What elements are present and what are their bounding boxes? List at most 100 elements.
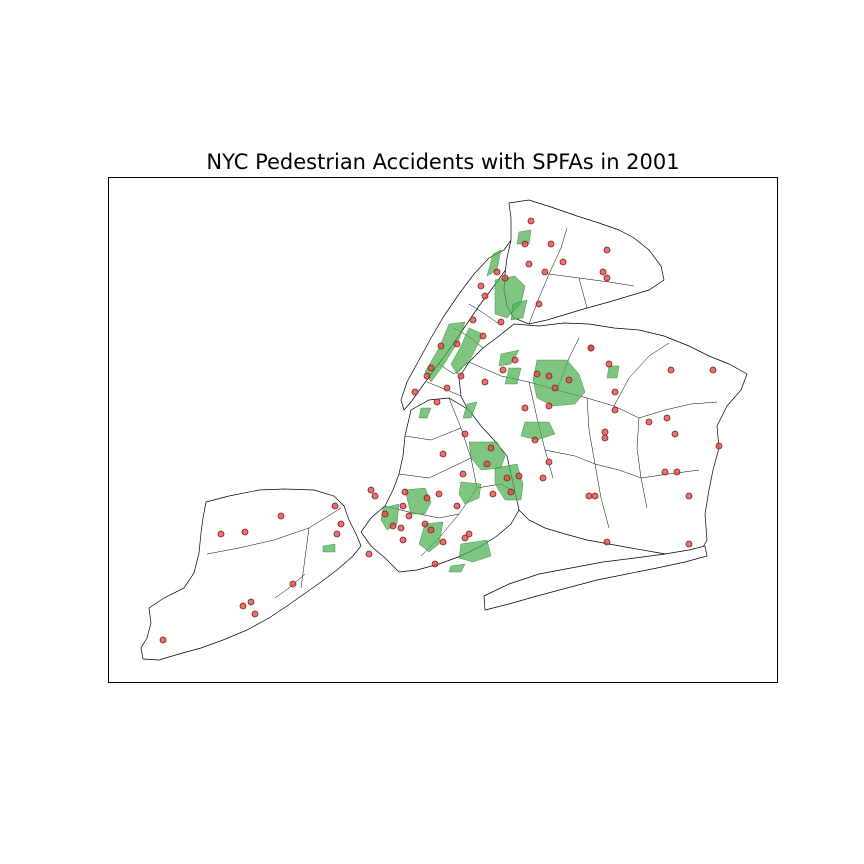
- accident-point: [427, 364, 435, 372]
- accident-point: [397, 524, 405, 532]
- accident-point: [477, 282, 485, 290]
- spfa-zone: [510, 299, 528, 321]
- spfa-zone: [418, 521, 444, 553]
- spfa-zone: [606, 365, 620, 379]
- spfa-zone: [418, 407, 432, 419]
- accident-point: [277, 512, 285, 520]
- accident-point: [461, 430, 469, 438]
- spfa-zone: [404, 487, 432, 515]
- accident-point: [585, 492, 593, 500]
- accident-point: [401, 488, 409, 496]
- accident-point: [539, 474, 547, 482]
- accident-point: [525, 260, 533, 268]
- boundary-line: [300, 527, 310, 589]
- map-title: NYC Pedestrian Accidents with SPFAs in 2…: [206, 150, 680, 174]
- accident-point: [591, 492, 599, 500]
- accident-point: [423, 372, 431, 380]
- spfa-zone: [494, 463, 524, 501]
- accident-point: [511, 356, 519, 364]
- accident-point: [433, 398, 441, 406]
- accident-point: [535, 300, 543, 308]
- spfa-zones: [322, 229, 620, 573]
- accident-point: [611, 406, 619, 414]
- accident-point: [439, 538, 447, 546]
- accident-point: [545, 372, 553, 380]
- accident-point: [587, 344, 595, 352]
- accident-point: [461, 534, 469, 542]
- accident-point: [381, 510, 389, 518]
- accident-point: [251, 610, 259, 618]
- accident-point: [289, 580, 297, 588]
- accident-point: [499, 366, 507, 374]
- boundary-line: [274, 573, 306, 599]
- boundary-line: [640, 469, 700, 479]
- accident-point: [497, 318, 505, 326]
- boundary-line: [206, 507, 342, 555]
- boundary-line: [448, 397, 478, 489]
- accident-point: [241, 528, 249, 536]
- accident-point: [239, 602, 247, 610]
- accident-point: [601, 434, 609, 442]
- accident-point: [459, 470, 467, 478]
- accident-point: [507, 488, 515, 496]
- spfa-zone: [458, 481, 482, 505]
- accident-point: [531, 436, 539, 444]
- map-frame: [108, 177, 778, 683]
- accident-point: [483, 460, 491, 468]
- accident-point: [645, 418, 653, 426]
- boundary-line: [594, 463, 642, 479]
- accident-point: [501, 274, 509, 282]
- accident-point: [715, 442, 723, 450]
- spfa-zone: [462, 401, 478, 419]
- accident-point: [673, 468, 681, 476]
- spfa-zone: [322, 543, 336, 553]
- accident-point: [611, 388, 619, 396]
- accident-point: [453, 340, 461, 348]
- spfa-zone: [520, 421, 556, 441]
- accident-point: [663, 414, 671, 422]
- accident-point: [371, 492, 379, 500]
- spfa-zone: [458, 539, 492, 563]
- accident-point: [527, 217, 535, 225]
- accident-point: [435, 490, 443, 498]
- spfa-zone: [448, 563, 466, 573]
- staten-island-outline: [140, 488, 362, 661]
- accident-point: [605, 360, 613, 368]
- boundary-line: [398, 457, 472, 479]
- accident-point: [389, 522, 397, 530]
- accident-point: [547, 240, 555, 248]
- accident-point: [421, 520, 429, 528]
- boundary-line: [638, 401, 718, 419]
- boundary-line: [404, 427, 462, 441]
- accident-point: [423, 494, 431, 502]
- spfa-zone: [424, 321, 466, 383]
- accident-point: [503, 474, 511, 482]
- boundary-line: [578, 277, 588, 309]
- accident-point: [453, 502, 461, 510]
- accident-point: [437, 342, 445, 350]
- boundary-line: [636, 417, 648, 509]
- accident-point: [671, 430, 679, 438]
- accident-point: [685, 492, 693, 500]
- accident-point: [559, 258, 567, 266]
- accident-point: [443, 384, 451, 392]
- accident-point: [551, 384, 559, 392]
- accident-point: [333, 530, 341, 538]
- spfa-zone: [532, 359, 586, 407]
- accident-point: [603, 246, 611, 254]
- accident-point: [515, 472, 523, 480]
- accident-point: [337, 520, 345, 528]
- accident-point: [481, 378, 489, 386]
- accident-point: [399, 536, 407, 544]
- accident-point: [685, 540, 693, 548]
- map-canvas: [140, 199, 748, 661]
- accident-point: [457, 372, 465, 380]
- spfa-zone: [504, 367, 522, 385]
- accident-points: [159, 217, 723, 644]
- accident-point: [331, 502, 339, 510]
- accident-point: [565, 376, 573, 384]
- accident-point: [545, 402, 553, 410]
- borough-outlines: [140, 199, 748, 661]
- accident-point: [661, 468, 669, 476]
